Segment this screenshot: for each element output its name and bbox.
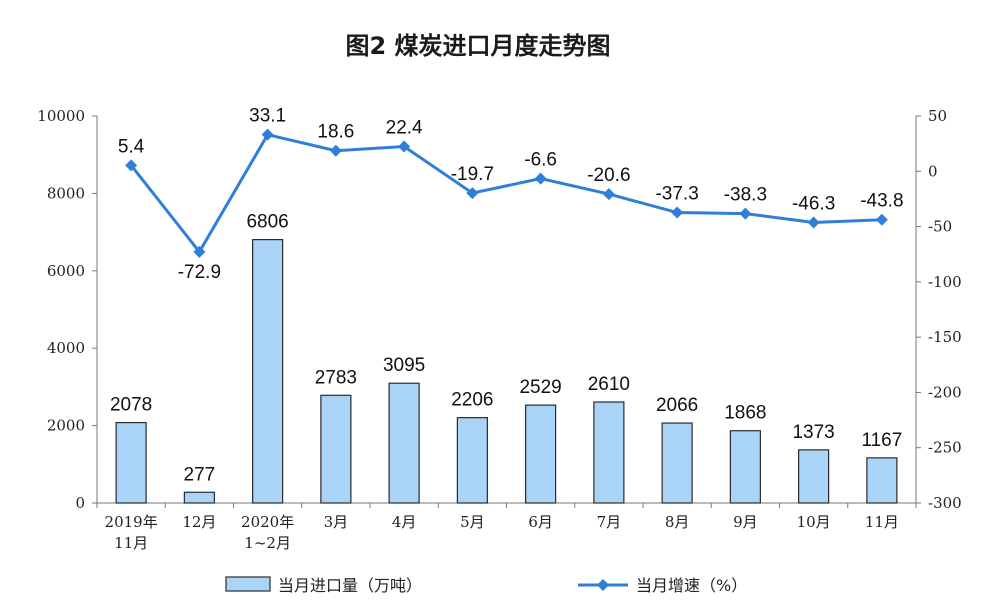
- legend-bar-label: 当月进口量（万吨）: [278, 576, 422, 595]
- bar: [320, 394, 352, 504]
- x-axis-tick-label: 9月: [733, 513, 758, 531]
- chart-title: 图2 煤炭进口月度走势图: [345, 32, 610, 60]
- line-value-label: -37.3: [655, 184, 698, 205]
- bar: [252, 239, 284, 504]
- bar: [183, 491, 215, 504]
- right-axis-tick-label: -150: [928, 328, 962, 346]
- left-axis-tick-label: 0: [75, 494, 85, 512]
- bar-value-label: 2783: [315, 367, 357, 388]
- line-value-label: 5.4: [118, 136, 145, 157]
- bar: [456, 417, 488, 504]
- line-value-label: -46.3: [792, 193, 835, 214]
- right-axis-tick-label: -300: [928, 494, 962, 512]
- bar: [661, 422, 693, 504]
- line-point: [671, 206, 684, 219]
- line-value-label: -20.6: [587, 165, 630, 186]
- bar-value-label: 2206: [451, 390, 493, 411]
- bar-series: [115, 239, 898, 504]
- legend-bar-swatch: [225, 576, 271, 592]
- right-axis-tick-label: -100: [928, 273, 962, 291]
- left-axis-tick-label: 2000: [47, 417, 85, 435]
- x-axis-tick-label: 5月: [460, 513, 485, 531]
- x-axis-tick-label: 11月: [865, 513, 899, 531]
- line-point: [534, 172, 547, 185]
- x-axis-tick-label: 3月: [324, 513, 349, 531]
- x-axis-tick-label: 2020年: [241, 513, 294, 531]
- line-point: [125, 159, 138, 172]
- x-axis-tick-label: 7月: [597, 513, 622, 531]
- line-value-label: -6.6: [524, 150, 557, 171]
- x-axis-tick-label: 4月: [392, 513, 417, 531]
- line-point: [193, 245, 206, 258]
- bar: [729, 430, 761, 504]
- line-point: [875, 213, 888, 226]
- right-axis-tick-label: -50: [928, 218, 952, 236]
- x-axis-tick-label: 12月: [182, 513, 216, 531]
- x-axis-tick-label: 6月: [528, 513, 553, 531]
- x-axis-tick-label: 8月: [665, 513, 690, 531]
- line-value-label: -38.3: [724, 185, 767, 206]
- line-value-label: -72.9: [178, 262, 221, 283]
- left-axis-tick-label: 8000: [47, 184, 85, 202]
- line-value-label: 18.6: [317, 122, 354, 143]
- bar: [388, 382, 420, 504]
- left-axis-tick-label: 6000: [47, 262, 85, 280]
- line-value-label: -43.8: [860, 191, 903, 212]
- line-point: [398, 140, 411, 153]
- bar-value-label: 2529: [519, 377, 561, 398]
- bar: [525, 404, 557, 504]
- left-axis-tick-label: 10000: [37, 107, 85, 125]
- bar: [866, 457, 898, 504]
- bar-value-label: 1868: [724, 403, 766, 424]
- line-value-label: 33.1: [249, 106, 286, 127]
- x-axis-tick-label: 1~2月: [244, 534, 291, 552]
- bar-value-label: 1373: [792, 422, 834, 443]
- right-axis-tick-label: -200: [928, 383, 962, 401]
- line-series: [125, 128, 888, 258]
- line-point: [807, 216, 820, 229]
- line-point: [466, 187, 479, 200]
- growth-line: [129, 132, 882, 255]
- legend-line-marker: [597, 579, 609, 591]
- x-axis-tick-label: 10月: [797, 513, 831, 531]
- right-axis-tick-label: 50: [928, 107, 947, 125]
- bar-value-label: 2066: [656, 395, 698, 416]
- bar-value-label: 2610: [588, 374, 630, 395]
- x-axis-tick-label: 2019年: [105, 513, 158, 531]
- data-labels: 2078 277 6806 2783 3095 2206 2529 2610 2066 1868 1…: [110, 106, 904, 486]
- bar-value-label: 6806: [246, 212, 288, 233]
- axes: 0 2000 4000 6000 8000 10000 50 0 -50 -100 -150 -200…: [37, 107, 961, 552]
- line-point: [602, 188, 615, 201]
- bar-value-label: 2078: [110, 395, 152, 416]
- bar-value-label: 277: [184, 464, 216, 485]
- bar: [798, 449, 830, 504]
- right-axis-tick-label: 0: [928, 162, 938, 180]
- line-point: [329, 144, 342, 157]
- bar-value-label: 3095: [383, 355, 425, 376]
- x-axis-tick-label: 11月: [114, 534, 148, 552]
- legend-line-label: 当月增速（%）: [636, 576, 747, 595]
- bar: [593, 401, 625, 504]
- line-point: [261, 128, 274, 141]
- line-point: [739, 207, 752, 220]
- right-axis-tick-label: -250: [928, 439, 962, 457]
- line-value-label: 22.4: [386, 118, 423, 139]
- legend: 当月进口量（万吨） 当月增速（%）: [225, 576, 747, 595]
- line-value-label: -19.7: [451, 164, 494, 185]
- bar-value-label: 1167: [861, 430, 902, 451]
- left-axis-tick-label: 4000: [47, 339, 85, 357]
- bar: [115, 421, 147, 504]
